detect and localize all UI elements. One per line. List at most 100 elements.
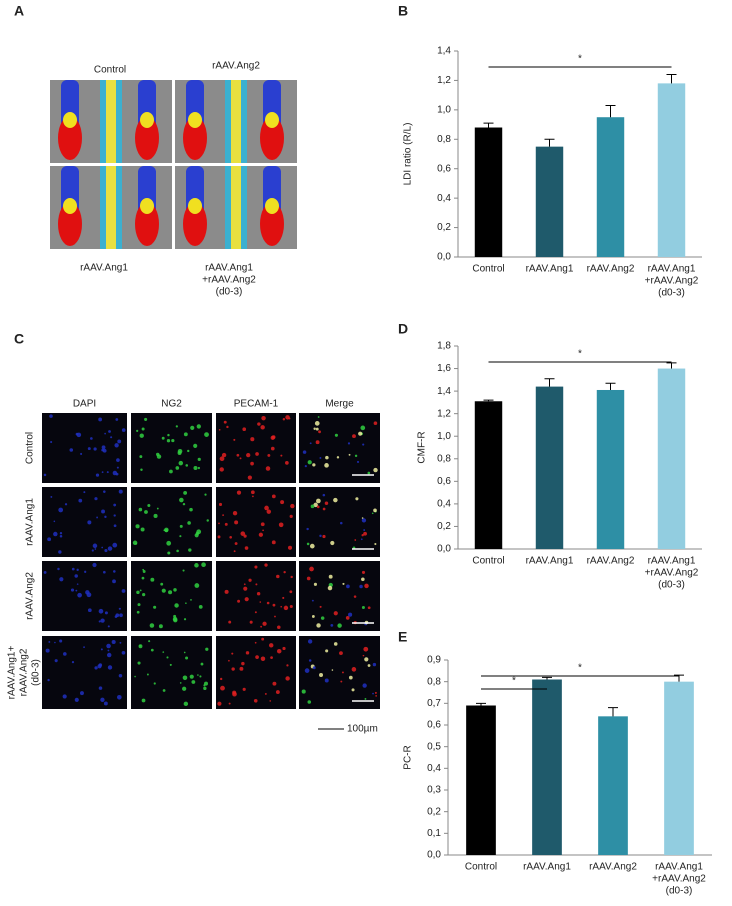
cell-dot (118, 673, 123, 678)
cell-dot (193, 466, 198, 471)
image-label: rAAV.Ang1 (80, 263, 128, 274)
cell-dot (360, 425, 366, 431)
cell-dot (322, 507, 326, 511)
cell-dot (135, 524, 140, 529)
cell-dot (262, 621, 267, 626)
cell-dot (233, 550, 236, 553)
cell-dot (283, 605, 289, 611)
cell-dot (83, 491, 86, 494)
cell-dot (183, 701, 189, 707)
error-bar (483, 399, 494, 402)
cell-dot (289, 514, 293, 518)
cell-dot (260, 656, 266, 661)
cell-dot (150, 648, 154, 652)
cell-dot (153, 605, 157, 609)
cell-dot (100, 697, 105, 702)
cell-dot (147, 503, 151, 508)
cell-dot (307, 639, 313, 644)
cell-dot (317, 416, 320, 418)
cell-dot (301, 689, 306, 694)
cell-dot (201, 562, 206, 568)
y-axis-label: PC-R (403, 745, 414, 769)
cell-dot (45, 648, 50, 653)
cell-dot (197, 466, 201, 470)
cell-dot (337, 623, 342, 628)
cell-dot (234, 520, 239, 525)
y-tick-label: 1,2 (437, 408, 451, 419)
cell-dot (96, 516, 99, 519)
cell-dot (136, 590, 140, 595)
x-tick-label: Control (465, 862, 497, 873)
cell-dot (83, 646, 85, 649)
cell-dot (306, 576, 311, 581)
bar (596, 117, 625, 257)
cell-dot (161, 588, 166, 593)
cell-dot (306, 527, 309, 531)
cell-dot (94, 497, 98, 501)
cell-dot (167, 551, 171, 555)
cell-dot (80, 691, 84, 696)
cell-dot (360, 538, 363, 541)
cell-dot (153, 682, 156, 685)
x-tick-label: +rAAV.Ang2 (652, 874, 706, 885)
cell-dot (362, 654, 365, 657)
cell-dot (134, 675, 136, 678)
cell-dot (43, 571, 47, 574)
y-tick-label: 1,6 (437, 363, 451, 374)
cell-dot (328, 574, 333, 579)
cell-dot (112, 470, 118, 476)
y-tick-label: 0,9 (427, 655, 441, 666)
image-label: rAAV.Ang1 (205, 263, 253, 274)
cell-dot (348, 453, 351, 456)
cell-dot (231, 667, 235, 671)
cell-dot (95, 473, 100, 477)
cell-dot (182, 502, 186, 506)
cell-dot (116, 694, 122, 700)
cell-dot (269, 700, 272, 702)
cell-dot (268, 643, 274, 648)
cell-dot (136, 429, 139, 432)
cell-dot (285, 676, 290, 681)
cell-dot (87, 447, 91, 451)
cell-dot (272, 603, 276, 607)
bar (474, 401, 503, 549)
cell-dot (92, 562, 97, 568)
cell-dot (139, 433, 144, 438)
cell-dot (322, 493, 326, 497)
bar (474, 127, 503, 257)
error-bar (666, 362, 677, 369)
cell-dot (69, 448, 74, 452)
y-tick-label: 0,0 (437, 252, 451, 263)
cell-dot (375, 695, 377, 697)
cell-dot (178, 460, 184, 466)
column-label: Merge (325, 399, 354, 410)
cell-dot (318, 430, 321, 434)
cell-dot (308, 659, 312, 662)
cell-dot (244, 597, 249, 602)
y-tick-label: 0,5 (427, 741, 441, 752)
cell-dot (255, 452, 259, 456)
image-label: +rAAV.Ang2 (202, 275, 256, 286)
cell-dot (166, 540, 172, 546)
cell-dot (313, 427, 316, 431)
y-tick-label: 0,4 (437, 193, 451, 204)
cell-dot (49, 414, 53, 418)
row-label: rAAV.Ang1+ (7, 646, 18, 700)
ldi-paw (58, 116, 82, 160)
cell-dot (264, 563, 268, 567)
cell-dot (100, 648, 103, 651)
cell-dot (160, 582, 164, 586)
cell-dot (103, 701, 108, 706)
cell-dot (203, 686, 207, 691)
cell-dot (361, 534, 364, 537)
cell-dot (361, 518, 367, 523)
ldi-tail-core (231, 80, 241, 163)
cell-dot (250, 490, 255, 495)
cell-dot (108, 430, 111, 433)
micrograph (42, 413, 127, 483)
cell-dot (166, 656, 169, 659)
cell-dot (367, 471, 371, 475)
y-tick-label: 0,8 (437, 134, 451, 145)
cell-dot (313, 502, 318, 508)
